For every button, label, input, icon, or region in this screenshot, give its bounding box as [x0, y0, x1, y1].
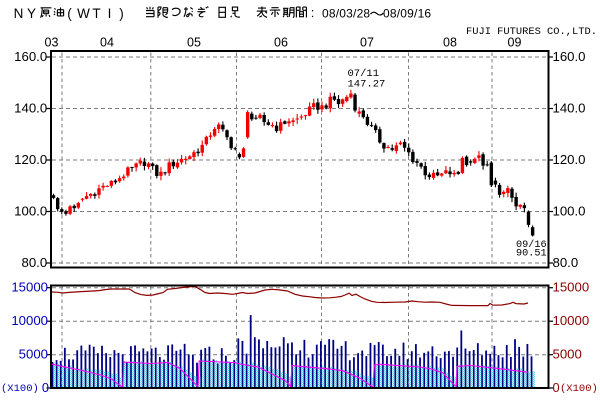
svg-text:5000: 5000 — [553, 347, 582, 362]
svg-text:10000: 10000 — [553, 313, 590, 328]
svg-text:5000: 5000 — [19, 347, 48, 362]
svg-text:100.0: 100.0 — [553, 204, 586, 219]
svg-text:W: W — [77, 6, 90, 21]
svg-text:(X100): (X100) — [560, 383, 598, 395]
svg-text:N: N — [14, 6, 24, 21]
svg-text:08/03/28: 08/03/28 — [322, 6, 370, 20]
svg-text:80.0: 80.0 — [553, 255, 579, 270]
svg-text:I: I — [108, 6, 112, 21]
svg-text:120.0: 120.0 — [553, 152, 586, 167]
svg-text:140.0: 140.0 — [553, 101, 586, 116]
svg-text:Y: Y — [27, 6, 36, 21]
svg-text:04: 04 — [100, 35, 114, 49]
svg-text:80.0: 80.0 — [22, 255, 48, 270]
svg-text:(X100): (X100) — [1, 383, 39, 395]
svg-text:08: 08 — [443, 35, 457, 49]
svg-text:08/09/16: 08/09/16 — [383, 6, 431, 20]
svg-text::: : — [311, 5, 315, 20]
svg-text:T: T — [92, 6, 100, 21]
svg-text:10000: 10000 — [11, 313, 48, 328]
svg-text:15000: 15000 — [553, 280, 590, 295]
svg-text:120.0: 120.0 — [14, 152, 47, 167]
svg-text:07: 07 — [360, 35, 374, 49]
svg-text:15000: 15000 — [11, 280, 48, 295]
svg-text:160.0: 160.0 — [553, 49, 586, 64]
svg-text:09/16: 09/16 — [516, 239, 547, 251]
svg-text:): ) — [119, 6, 124, 21]
svg-text:0: 0 — [42, 380, 49, 395]
svg-text:90.51: 90.51 — [516, 249, 547, 260]
svg-text:160.0: 160.0 — [14, 49, 47, 64]
svg-text:140.0: 140.0 — [14, 101, 47, 116]
svg-text:07/11: 07/11 — [348, 68, 380, 80]
svg-text:09: 09 — [508, 35, 522, 49]
svg-text:100.0: 100.0 — [14, 204, 47, 219]
svg-text:(: ( — [67, 6, 72, 21]
svg-text:147.27: 147.27 — [348, 79, 386, 91]
svg-text:03: 03 — [45, 35, 59, 49]
svg-text:FUJI FUTURES CO.,LTD.: FUJI FUTURES CO.,LTD. — [466, 26, 597, 38]
svg-text:0: 0 — [553, 380, 560, 395]
svg-text:06: 06 — [274, 35, 288, 49]
svg-text:05: 05 — [187, 35, 201, 49]
